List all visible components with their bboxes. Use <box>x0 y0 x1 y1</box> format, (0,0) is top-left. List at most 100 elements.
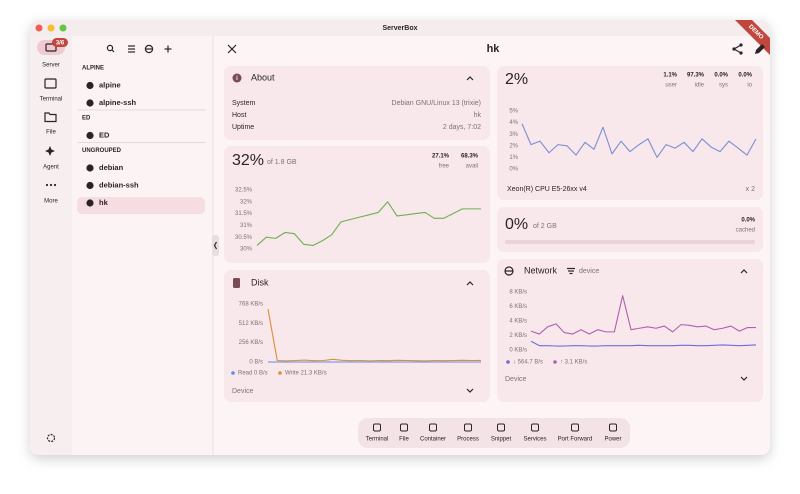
file-icon <box>44 112 57 123</box>
stat-label: idle <box>695 83 705 89</box>
toolbar-icon[interactable] <box>464 423 472 432</box>
rail-label[interactable]: Terminal <box>40 97 63 103</box>
swap-total: of 2 GB <box>533 223 557 230</box>
y-tick-label: 0 B/s <box>249 360 263 366</box>
y-tick-label: 6 KB/s <box>509 304 527 310</box>
y-tick-label: 1% <box>509 155 518 161</box>
stat-value: 68.3% <box>461 154 479 160</box>
toolbar-label[interactable]: File <box>399 437 409 443</box>
server-title: hk <box>487 43 501 55</box>
server-panel <box>72 36 213 455</box>
rail-label[interactable]: Agent <box>43 165 59 171</box>
server-name[interactable]: debian-ssh <box>99 180 139 189</box>
toolbar-icon[interactable] <box>400 423 408 432</box>
server-icon <box>86 81 94 90</box>
title-bar <box>30 20 770 36</box>
group-label: ED <box>82 116 91 122</box>
close-button[interactable] <box>227 44 237 54</box>
y-tick-label: 512 KB/s <box>239 321 263 327</box>
legend-dot <box>231 371 235 375</box>
toolbar-icon[interactable] <box>497 423 505 432</box>
y-tick-label: 31% <box>240 223 253 229</box>
toolbar-label[interactable]: Snippet <box>491 437 512 443</box>
cpu-count: x 2 <box>746 186 755 193</box>
line-series <box>530 340 757 347</box>
toolbar-icon[interactable] <box>429 423 437 432</box>
window-title: ServerBox <box>382 25 417 32</box>
minimize-dot[interactable] <box>47 24 55 32</box>
line-series <box>521 123 757 158</box>
toolbar-icon[interactable] <box>373 423 381 432</box>
legend-label: ↓ 564.7 B/s <box>513 360 543 366</box>
server-name[interactable]: hk <box>99 198 109 207</box>
y-tick-label: 3% <box>509 132 518 138</box>
zoom-dot[interactable] <box>59 24 67 32</box>
rail-label[interactable]: File <box>46 130 56 136</box>
server-name[interactable]: debian <box>99 163 124 172</box>
edit-button[interactable] <box>755 44 765 54</box>
rail-label[interactable]: More <box>44 199 58 205</box>
swap-percent: 0% <box>505 216 528 233</box>
stat-value: 0.0% <box>741 218 755 224</box>
selected-server[interactable] <box>77 197 205 214</box>
toolbar-icon[interactable] <box>571 423 579 432</box>
y-tick-label: 8 KB/s <box>509 290 527 296</box>
y-tick-label: 2 KB/s <box>509 333 527 339</box>
toolbar-label[interactable]: Services <box>523 437 546 443</box>
legend-dot <box>278 371 282 375</box>
server-name[interactable]: ED <box>99 130 110 139</box>
memory-percent: 32% <box>232 152 264 169</box>
toolbar-label[interactable]: Port Forward <box>558 437 593 443</box>
about-title: About <box>251 72 275 82</box>
rail-label[interactable]: Server <box>42 63 60 69</box>
line-series <box>256 201 481 247</box>
toolbar-icon[interactable] <box>609 423 617 432</box>
stat-value: 97.3% <box>687 73 705 79</box>
toolbar-label[interactable]: Terminal <box>366 437 389 443</box>
server-name[interactable]: alpine <box>99 80 121 89</box>
line-series <box>267 309 482 362</box>
disk-collapse[interactable] <box>466 281 474 286</box>
content: 3/6 Server Terminal File Agent More ALPINE alpi… <box>40 40 757 443</box>
collapse-handle[interactable] <box>212 235 219 256</box>
settings-icon[interactable] <box>46 433 56 443</box>
share-button[interactable] <box>732 43 743 55</box>
toolbar-icon[interactable] <box>531 423 539 432</box>
legend-dot <box>506 360 510 364</box>
network-collapse[interactable] <box>740 269 748 274</box>
more-icon <box>45 183 57 187</box>
server-icon <box>45 43 57 52</box>
collapse-arrow <box>213 241 218 250</box>
network-filter[interactable]: device <box>579 268 599 275</box>
server-toolbar <box>106 44 172 54</box>
stat-label: user <box>665 83 677 89</box>
about-key: System <box>232 100 256 107</box>
y-tick-label: 768 KB/s <box>239 302 263 308</box>
stat-value: 1.1% <box>663 73 677 79</box>
badge-text: 3/6 <box>56 40 65 46</box>
disk-device: Device <box>232 388 254 395</box>
disk-device-toggle[interactable] <box>466 388 474 393</box>
terminal-icon <box>44 78 57 89</box>
about-key: Host <box>232 112 246 119</box>
about-key: Uptime <box>232 124 254 131</box>
server-icon <box>86 164 94 172</box>
server-icon <box>86 99 94 107</box>
stat-value: 0.0% <box>714 73 728 79</box>
about-collapse[interactable] <box>466 76 474 81</box>
network-device-toggle[interactable] <box>740 376 748 381</box>
y-tick-label: 30.5% <box>235 235 253 241</box>
toolbar-label[interactable]: Power <box>604 437 621 443</box>
filter-icon[interactable] <box>567 267 575 275</box>
line-series <box>530 295 756 335</box>
toolbar-label[interactable]: Process <box>457 437 479 443</box>
server-name[interactable]: alpine-ssh <box>99 98 137 107</box>
toolbar-label[interactable]: Container <box>420 437 446 443</box>
memory-total: of 1.8 GB <box>267 159 297 166</box>
stat-label: sys <box>719 83 728 89</box>
group-label: ALPINE <box>82 66 104 72</box>
server-icon <box>86 131 94 140</box>
y-tick-label: 32.5% <box>235 188 253 194</box>
close-dot[interactable] <box>35 24 43 32</box>
